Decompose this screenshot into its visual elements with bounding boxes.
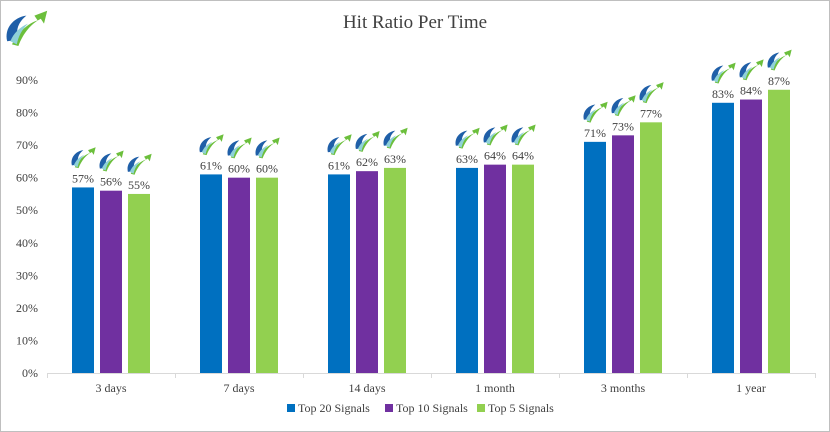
data-label: 83% [712, 87, 734, 101]
bar [200, 174, 222, 373]
bar [72, 187, 94, 373]
legend-label: Top 20 Signals [298, 401, 370, 415]
data-label: 61% [328, 158, 350, 172]
data-label: 62% [356, 155, 378, 169]
bar [100, 190, 122, 373]
data-label: 55% [128, 178, 150, 192]
bar [228, 177, 250, 373]
bar [584, 141, 606, 373]
data-label: 84% [740, 84, 762, 98]
y-tick-label: 40% [16, 236, 38, 250]
bar [612, 135, 634, 373]
y-tick-label: 50% [16, 203, 38, 217]
y-tick-label: 80% [16, 106, 38, 120]
rising-arrow-logo-icon [327, 134, 352, 156]
x-tick-label: 1 year [736, 381, 766, 395]
rising-arrow-logo-icon [611, 95, 636, 117]
bar [512, 164, 534, 373]
y-tick-label: 20% [16, 301, 38, 315]
rising-arrow-logo-icon [199, 134, 224, 156]
bar [328, 174, 350, 373]
data-label: 63% [456, 152, 478, 166]
data-label: 64% [512, 149, 534, 163]
rising-arrow-logo-icon [583, 101, 608, 123]
x-tick-label: 14 days [349, 381, 386, 395]
rising-arrow-logo-icon [127, 153, 152, 175]
x-tick-label: 3 days [96, 381, 127, 395]
legend-item: Top 5 Signals [477, 401, 554, 415]
bar [484, 164, 506, 373]
rising-arrow-logo-icon [455, 127, 480, 149]
data-label: 63% [384, 152, 406, 166]
x-tick-label: 1 month [475, 381, 515, 395]
bar [640, 122, 662, 373]
rising-arrow-logo-icon [711, 62, 736, 84]
y-tick-label: 30% [16, 268, 38, 282]
data-label: 60% [256, 162, 278, 176]
y-tick-label: 90% [16, 73, 38, 87]
x-tick-label: 7 days [224, 381, 255, 395]
y-tick-label: 60% [16, 171, 38, 185]
data-label: 57% [72, 171, 94, 185]
rising-arrow-logo-icon [739, 59, 764, 81]
bar [384, 167, 406, 373]
rising-arrow-logo-icon [227, 137, 252, 159]
chart-title: Hit Ratio Per Time [343, 12, 487, 33]
bar [128, 193, 150, 373]
rising-arrow-logo-icon [767, 49, 792, 71]
rising-arrow-logo-icon [483, 124, 508, 146]
y-tick-label: 70% [16, 138, 38, 152]
rising-arrow-logo-icon [99, 150, 124, 172]
data-label: 77% [640, 106, 662, 120]
legend-swatch [287, 404, 295, 412]
rising-arrow-logo-icon [6, 10, 48, 47]
legend-swatch [477, 404, 485, 412]
data-label: 60% [228, 162, 250, 176]
bar [768, 89, 790, 374]
bar [740, 99, 762, 374]
data-label: 73% [612, 119, 634, 133]
rising-arrow-logo-icon [639, 82, 664, 104]
bar [712, 102, 734, 374]
data-label: 87% [768, 74, 790, 88]
legend-swatch [385, 404, 393, 412]
rising-arrow-logo-icon [71, 147, 96, 169]
bar [256, 177, 278, 373]
legend-item: Top 10 Signals [385, 401, 468, 415]
bar [356, 171, 378, 373]
legend-label: Top 5 Signals [488, 401, 554, 415]
x-tick-label: 3 months [601, 381, 646, 395]
bar [456, 167, 478, 373]
legend-item: Top 20 Signals [287, 401, 370, 415]
legend-label: Top 10 Signals [396, 401, 468, 415]
data-label: 64% [484, 149, 506, 163]
rising-arrow-logo-icon [355, 131, 380, 152]
data-label: 56% [100, 175, 122, 189]
y-tick-label: 0% [22, 366, 38, 380]
rising-arrow-logo-icon [383, 127, 408, 149]
rising-arrow-logo-icon [255, 137, 280, 159]
data-label: 61% [200, 158, 222, 172]
rising-arrow-logo-icon [511, 124, 536, 146]
y-tick-label: 10% [16, 333, 38, 347]
data-label: 71% [584, 126, 606, 140]
